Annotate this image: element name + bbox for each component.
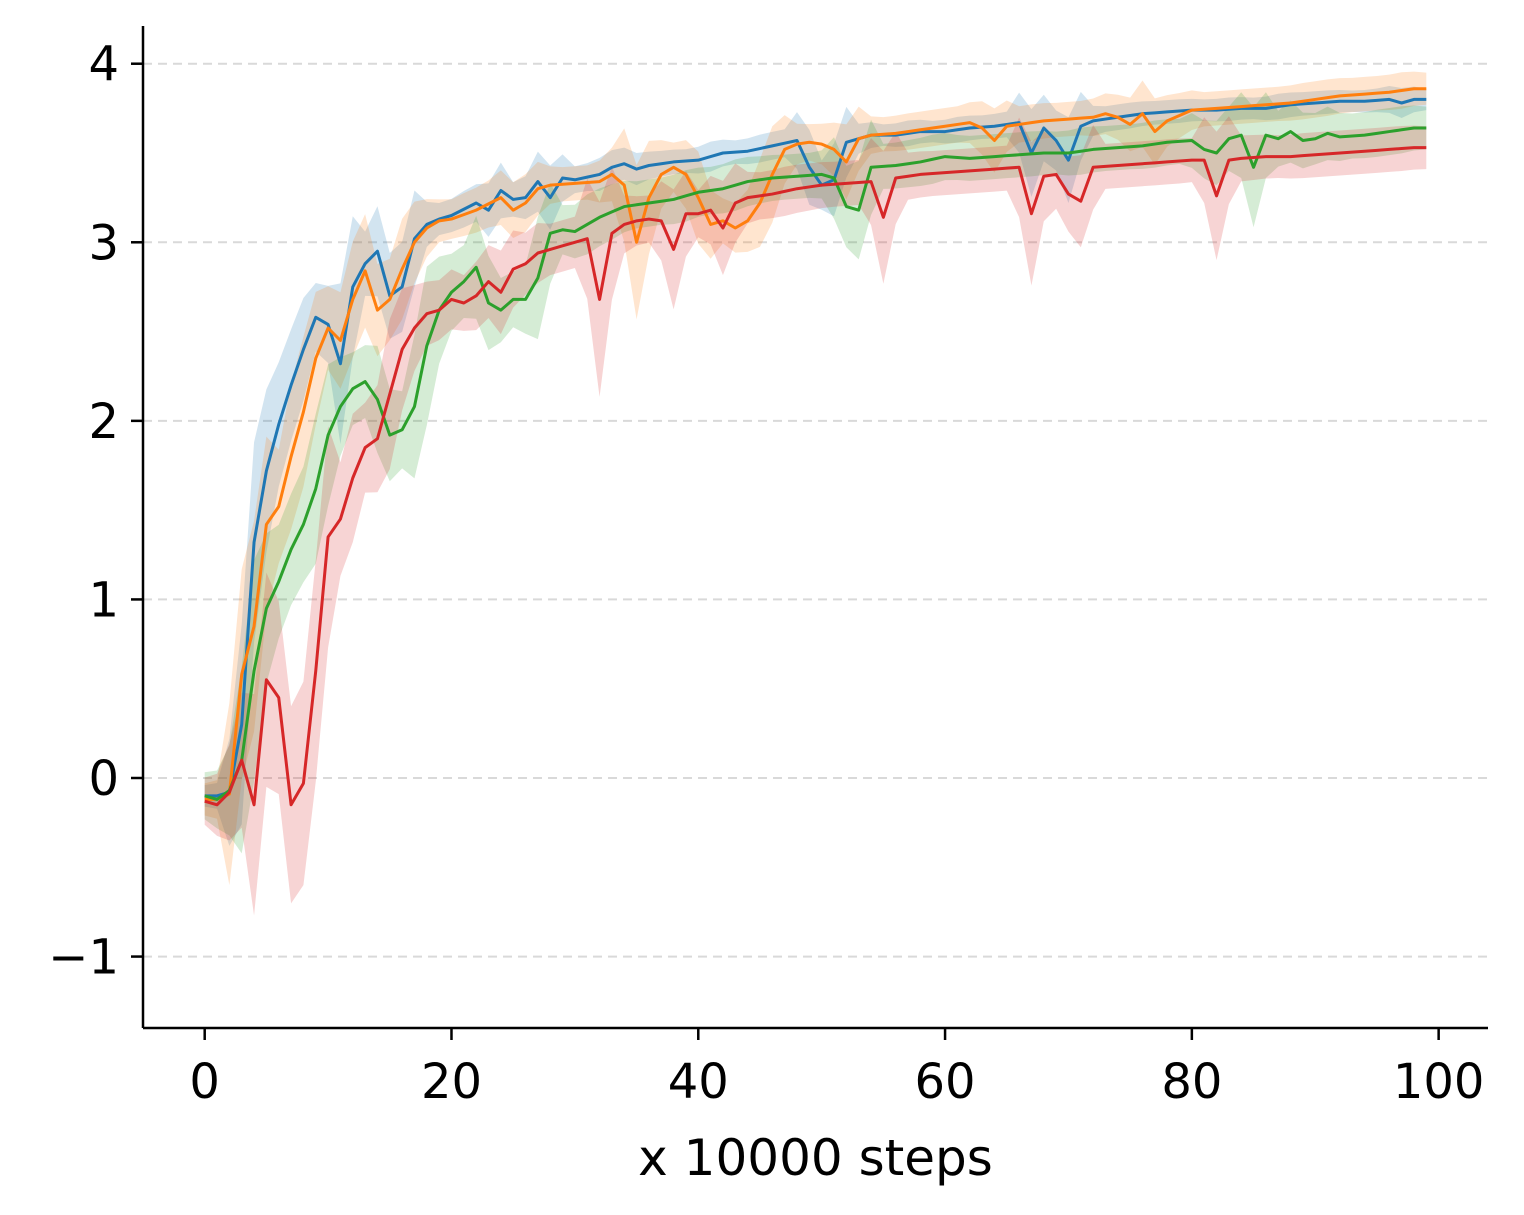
series-line-3 [204, 126, 1427, 801]
x-tick-label: 60 [915, 1054, 976, 1110]
confidence-band-3 [204, 92, 1427, 854]
series-lines [204, 87, 1427, 807]
x-tick-label: 100 [1393, 1054, 1485, 1110]
confidence-band-4 [204, 116, 1427, 916]
y-tick-label: 1 [88, 572, 119, 628]
x-tick-label: 80 [1161, 1054, 1222, 1110]
x-tick-label: 20 [421, 1054, 482, 1110]
y-tick-label: 4 [88, 37, 119, 93]
y-tick-label: 0 [88, 751, 119, 807]
confidence-bands [204, 71, 1427, 916]
series-line-4 [204, 146, 1427, 807]
y-tick-label: −1 [48, 930, 119, 986]
y-tick-label: 3 [88, 215, 119, 271]
x-tick-label: 40 [668, 1054, 729, 1110]
series-line-2 [204, 87, 1427, 801]
y-tick-label: 2 [88, 394, 119, 450]
x-tick-label: 0 [189, 1054, 220, 1110]
x-axis-label: x 10000 steps [638, 1129, 993, 1187]
